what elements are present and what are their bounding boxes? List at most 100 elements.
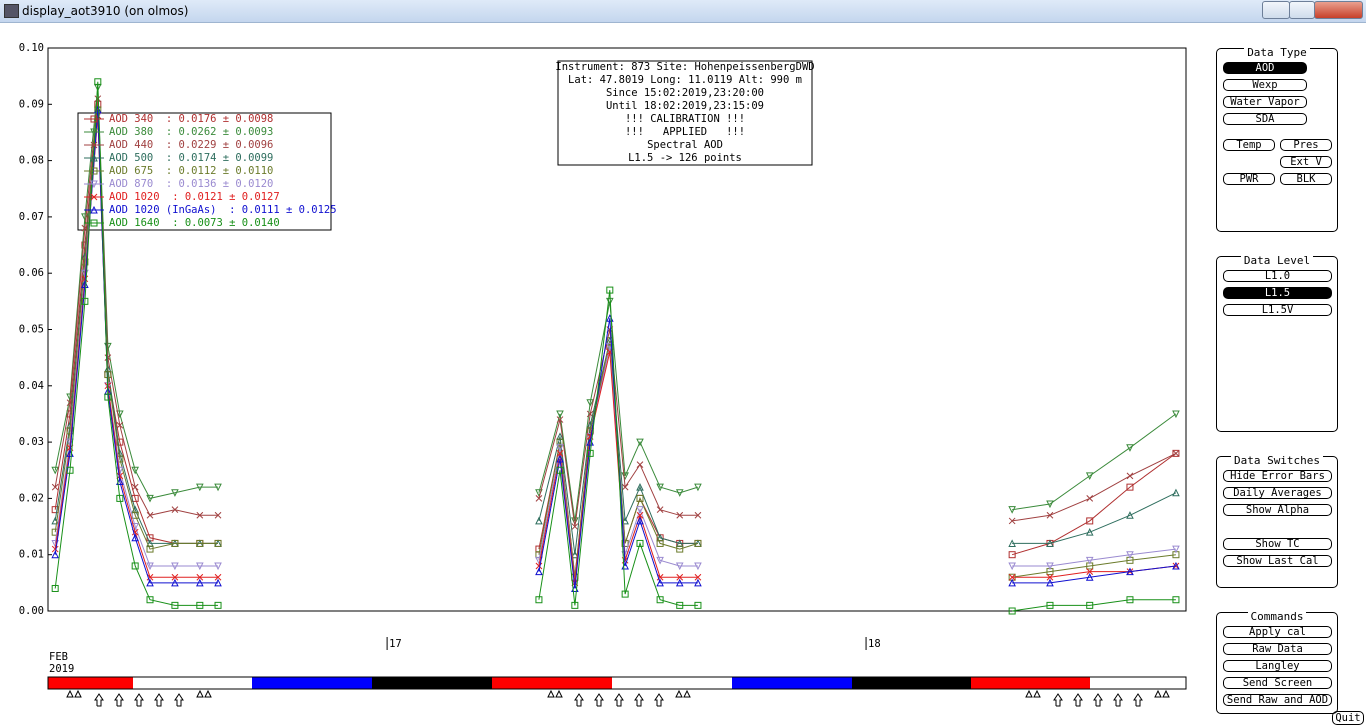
- data-point: [214, 562, 222, 571]
- data-point: [586, 399, 594, 407]
- data-point: [656, 578, 664, 587]
- button[interactable]: L1.5V: [1223, 304, 1332, 316]
- data-point: [1008, 578, 1016, 587]
- legend-label: AOD 675 : 0.0112 ± 0.0110: [109, 165, 273, 177]
- data-point: [1172, 545, 1180, 554]
- button[interactable]: Wexp: [1223, 79, 1307, 91]
- data-point: [146, 545, 154, 553]
- data-point: [51, 545, 59, 553]
- commands-panel: Commands Apply cal Raw Data Langley Send…: [1216, 610, 1338, 714]
- data-level-panel: Data Level L1.0 L1.5 L1.5V: [1216, 254, 1338, 432]
- legend-label: AOD 440 : 0.0229 ± 0.0096: [109, 139, 273, 151]
- data-point: [94, 78, 102, 86]
- data-point: [1086, 517, 1094, 525]
- button[interactable]: Show Last Cal: [1223, 555, 1332, 567]
- button[interactable]: Show Alpha: [1223, 504, 1332, 516]
- legend-label: AOD 870 : 0.0136 ± 0.0120: [109, 178, 273, 190]
- close-button[interactable]: [1314, 1, 1363, 19]
- data-point: [146, 573, 154, 581]
- data-point: [214, 539, 222, 547]
- data-point: [675, 489, 684, 497]
- data-point: [694, 483, 702, 492]
- data-point: [1008, 551, 1016, 559]
- button[interactable]: BLK: [1280, 173, 1332, 185]
- button[interactable]: PWR: [1223, 173, 1275, 185]
- data-point: [1008, 607, 1016, 615]
- data-point: [656, 539, 664, 547]
- data-point: [131, 562, 139, 570]
- button[interactable]: AOD: [1223, 62, 1307, 74]
- data-point: [214, 578, 222, 587]
- button[interactable]: L1.0: [1223, 270, 1332, 282]
- data-point: [171, 573, 179, 581]
- data-point: [146, 562, 154, 571]
- data-point: [171, 506, 179, 514]
- window-title: display_aot3910 (on olmos): [22, 4, 189, 18]
- data-point: [675, 562, 684, 571]
- button[interactable]: Ext V: [1280, 156, 1332, 168]
- info-text: !!! CALIBRATION !!!: [625, 113, 745, 125]
- button[interactable]: Apply cal: [1223, 626, 1332, 638]
- button[interactable]: Send Screen: [1223, 677, 1332, 689]
- data-point: [146, 578, 154, 587]
- info-text: Since 15:02:2019,23:20:00: [606, 87, 764, 99]
- event-markers: [66, 689, 1170, 707]
- maximize-button[interactable]: [1289, 1, 1315, 19]
- data-point: [116, 410, 124, 419]
- data-point: [196, 573, 204, 581]
- data-point: [656, 506, 664, 514]
- legend-label: AOD 380 : 0.0262 ± 0.0093: [109, 126, 273, 138]
- data-point: [1008, 506, 1016, 514]
- legend-marker: [90, 115, 98, 123]
- data-point: [535, 596, 543, 604]
- data-point: [1126, 551, 1134, 559]
- data-point: [66, 438, 74, 447]
- data-point: [51, 584, 59, 592]
- y-tick-label: 0.00: [19, 605, 44, 617]
- button[interactable]: L1.5: [1223, 287, 1332, 299]
- chart: FEB 2019 0.00 0.01 0.02 0.03 0.04 0.05 0.06 0.0…: [19, 42, 1187, 707]
- data-point: [656, 483, 664, 492]
- button[interactable]: Show TC: [1223, 538, 1332, 550]
- legend-label: AOD 500 : 0.0174 ± 0.0099: [109, 152, 273, 164]
- data-point: [214, 601, 222, 609]
- button[interactable]: Hide Error Bars: [1223, 470, 1332, 482]
- button[interactable]: Langley: [1223, 660, 1332, 672]
- button[interactable]: Pres: [1280, 139, 1332, 151]
- data-point: [1046, 511, 1054, 519]
- button[interactable]: Raw Data: [1223, 643, 1332, 655]
- data-point: [1046, 573, 1054, 581]
- button[interactable]: Daily Averages: [1223, 487, 1332, 499]
- legend-marker: [90, 193, 98, 201]
- button[interactable]: Temp: [1223, 139, 1275, 151]
- data-point: [146, 596, 154, 604]
- button[interactable]: Water Vapor: [1223, 96, 1307, 108]
- quit-button[interactable]: Quit: [1332, 711, 1364, 725]
- data-point: [196, 562, 204, 571]
- button[interactable]: Send Raw and AOD: [1223, 694, 1332, 706]
- minimize-button[interactable]: [1262, 1, 1290, 19]
- data-point: [556, 466, 564, 474]
- y-tick-label: 0.02: [19, 492, 44, 504]
- data-point: [1172, 449, 1180, 457]
- title-bar: display_aot3910 (on olmos): [0, 0, 1366, 23]
- data-point: [116, 477, 124, 486]
- data-point: [694, 573, 702, 581]
- data-point: [1085, 528, 1094, 536]
- data-point: [586, 432, 594, 441]
- data-point: [131, 533, 139, 542]
- panel-title: Data Type: [1244, 46, 1310, 59]
- data-point: [636, 461, 644, 468]
- data-point: [1008, 539, 1016, 547]
- data-point: [571, 523, 579, 530]
- data-point: [171, 578, 179, 587]
- legend-label: AOD 1020 (InGaAs) : 0.0111 ± 0.0125: [109, 204, 337, 216]
- data-point: [214, 511, 222, 519]
- data-point: [1172, 488, 1180, 497]
- data-point: [171, 539, 179, 547]
- legend-box: [77, 112, 332, 231]
- data-point: [1086, 495, 1094, 502]
- button[interactable]: SDA: [1223, 113, 1307, 125]
- data-point: [535, 562, 543, 570]
